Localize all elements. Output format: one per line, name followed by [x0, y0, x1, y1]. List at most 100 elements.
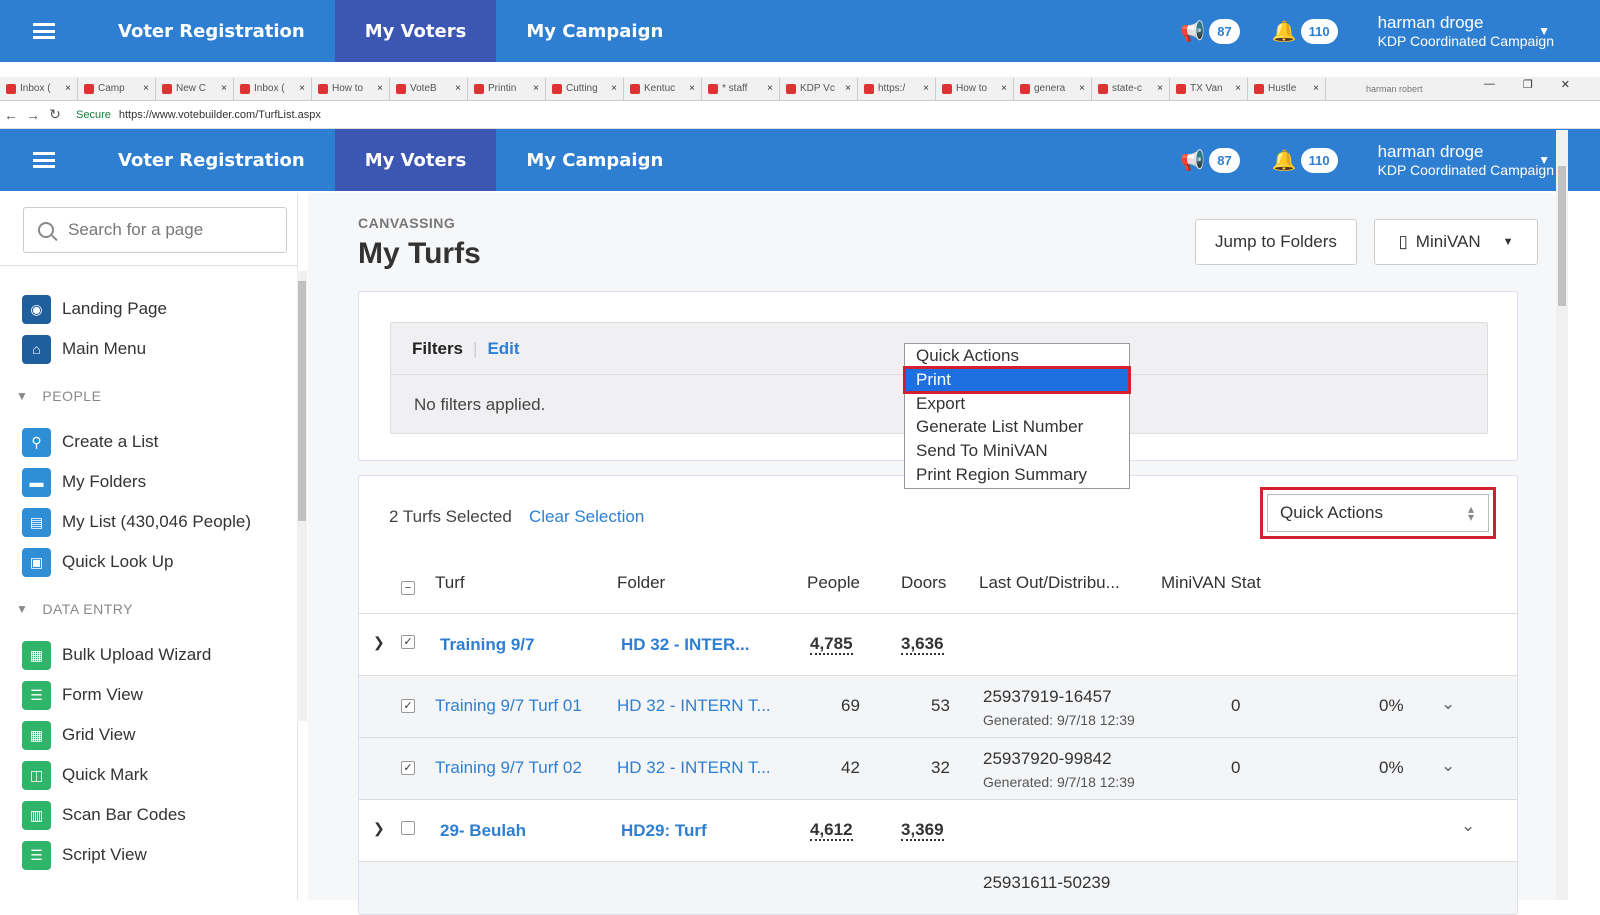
edit-filters-link[interactable]: Edit: [487, 338, 520, 358]
browser-tab[interactable]: KDP Vc ×: [780, 77, 858, 100]
back-icon[interactable]: ←: [4, 106, 18, 123]
announcements-button[interactable]: 📢 87: [1180, 147, 1240, 173]
browser-tab[interactable]: Camp ×: [78, 77, 156, 100]
forward-icon[interactable]: →: [26, 106, 40, 123]
minivan-button[interactable]: ▯ MiniVAN ▼: [1374, 219, 1538, 265]
nav-my-voters[interactable]: My Voters: [334, 0, 497, 62]
turf-link[interactable]: Training 9/7: [440, 635, 535, 654]
url-field[interactable]: https://www.votebuilder.com/TurfList.asp…: [118, 108, 321, 121]
close-tab-icon[interactable]: ×: [143, 83, 149, 94]
chevron-down-icon[interactable]: ⌄: [1461, 816, 1476, 835]
chevron-down-icon[interactable]: ⌄: [1441, 694, 1456, 713]
nav-my-campaign[interactable]: My Campaign: [526, 149, 664, 171]
chevron-down-icon[interactable]: ❯: [373, 634, 385, 650]
notifications-button[interactable]: 🔔 110: [1272, 147, 1338, 173]
col-minivan[interactable]: MiniVAN Stat: [1161, 573, 1261, 592]
close-tab-icon[interactable]: ×: [845, 83, 851, 94]
sidebar-item-quick-mark[interactable]: ◫ Quick Mark: [0, 755, 290, 795]
close-tab-icon[interactable]: ×: [221, 83, 227, 94]
row-checkbox[interactable]: ✓: [401, 635, 415, 649]
chevron-down-icon[interactable]: ❯: [373, 820, 385, 836]
sidebar-item-create-list[interactable]: ⚲ Create a List: [0, 422, 290, 462]
browser-tab[interactable]: genera ×: [1014, 77, 1092, 100]
browser-tab[interactable]: New C ×: [156, 77, 234, 100]
close-tab-icon[interactable]: ×: [611, 83, 617, 94]
browser-tab[interactable]: state-c ×: [1092, 77, 1170, 100]
sidebar-item-grid-view[interactable]: ▦ Grid View: [0, 715, 290, 755]
sidebar-item-bulk-upload[interactable]: ▦ Bulk Upload Wizard: [0, 635, 290, 675]
sidebar-item-form-view[interactable]: ☰ Form View: [0, 675, 290, 715]
col-doors[interactable]: Doors: [901, 573, 947, 592]
browser-tab[interactable]: * staff ×: [702, 77, 780, 100]
browser-tab[interactable]: VoteB ×: [390, 77, 468, 100]
browser-tab[interactable]: How to ×: [312, 77, 390, 100]
chevron-down-icon[interactable]: ⌄: [1441, 756, 1456, 775]
col-last-out[interactable]: Last Out/Distribu...: [979, 573, 1120, 592]
menu-icon[interactable]: [0, 23, 88, 39]
option-print-region-summary[interactable]: Print Region Summary: [916, 464, 1088, 484]
section-people-header[interactable]: ▼ PEOPLE: [16, 387, 102, 404]
close-tab-icon[interactable]: ×: [1157, 83, 1163, 94]
folder-link[interactable]: HD29: Turf: [621, 821, 707, 840]
close-tab-icon[interactable]: ×: [1079, 83, 1085, 94]
close-tab-icon[interactable]: ×: [923, 83, 929, 94]
clear-selection-link[interactable]: Clear Selection: [529, 507, 645, 526]
user-caret-icon[interactable]: ▼: [1538, 24, 1550, 38]
browser-tab[interactable]: Cutting ×: [546, 77, 624, 100]
option-generate-list-number[interactable]: Generate List Number: [916, 417, 1084, 437]
close-tab-icon[interactable]: ×: [767, 83, 773, 94]
sidebar-item-scan-bar-codes[interactable]: ▥ Scan Bar Codes: [0, 795, 290, 835]
row-checkbox[interactable]: ✓: [401, 699, 415, 713]
menu-icon[interactable]: [0, 152, 88, 168]
search-input[interactable]: Search for a page: [23, 207, 287, 253]
folder-link[interactable]: HD 32 - INTER...: [621, 635, 750, 654]
user-menu[interactable]: harman droge KDP Coordinated Campaign: [1378, 142, 1554, 178]
row-checkbox[interactable]: [401, 821, 415, 835]
turf-link[interactable]: Training 9/7 Turf 02: [435, 758, 582, 777]
folder-link[interactable]: HD 32 - INTERN T...: [617, 758, 771, 777]
sidebar-item-my-folders[interactable]: ▬ My Folders: [0, 462, 290, 502]
select-all-checkbox[interactable]: −: [401, 581, 415, 595]
browser-tab[interactable]: Kentuc ×: [624, 77, 702, 100]
nav-voter-registration[interactable]: Voter Registration: [118, 149, 305, 171]
quick-actions-select[interactable]: Quick Actions ▴ ▾: [1260, 487, 1496, 539]
browser-tab[interactable]: Printin ×: [468, 77, 546, 100]
folder-link[interactable]: HD 32 - INTERN T...: [617, 696, 771, 715]
jump-to-folders-button[interactable]: Jump to Folders: [1195, 219, 1357, 265]
option-export[interactable]: Export: [916, 393, 966, 413]
close-tab-icon[interactable]: ×: [65, 83, 71, 94]
sidebar-item-my-list[interactable]: ▤ My List (430,046 People): [0, 502, 290, 542]
nav-my-voters[interactable]: My Voters: [334, 129, 497, 191]
turf-link[interactable]: Training 9/7 Turf 01: [435, 696, 582, 715]
sidebar-item-main-menu[interactable]: ⌂ Main Menu: [0, 329, 290, 369]
option-print[interactable]: Print: [903, 365, 1131, 394]
close-tab-icon[interactable]: ×: [533, 83, 539, 94]
sidebar-item-landing-page[interactable]: ◉ Landing Page: [0, 289, 290, 329]
section-data-entry-header[interactable]: ▼ DATA ENTRY: [16, 600, 133, 617]
col-turf[interactable]: Turf: [435, 573, 465, 592]
turf-link[interactable]: 29- Beulah: [440, 821, 526, 840]
window-controls[interactable]: — ❐ ✕: [1484, 78, 1570, 91]
option-quick-actions[interactable]: Quick Actions: [916, 346, 1019, 365]
nav-voter-registration[interactable]: Voter Registration: [118, 20, 305, 42]
col-folder[interactable]: Folder: [617, 573, 666, 592]
close-tab-icon[interactable]: ×: [299, 83, 305, 94]
profile-name[interactable]: harman robert: [1366, 83, 1423, 94]
browser-tab[interactable]: TX Van ×: [1170, 77, 1248, 100]
close-tab-icon[interactable]: ×: [689, 83, 695, 94]
reload-icon[interactable]: ↻: [49, 106, 61, 122]
user-menu[interactable]: harman droge KDP Coordinated Campaign: [1378, 13, 1554, 49]
browser-tab[interactable]: Inbox (×: [0, 77, 78, 100]
sidebar-scrollbar[interactable]: [297, 271, 307, 721]
close-tab-icon[interactable]: ×: [1001, 83, 1007, 94]
option-send-to-minivan[interactable]: Send To MiniVAN: [916, 441, 1048, 461]
sidebar-item-quick-look-up[interactable]: ▣ Quick Look Up: [0, 542, 290, 582]
close-tab-icon[interactable]: ×: [1235, 83, 1241, 94]
page-scrollbar[interactable]: [1556, 130, 1568, 900]
browser-tab[interactable]: Inbox (×: [234, 77, 312, 100]
user-caret-icon[interactable]: ▼: [1538, 153, 1550, 167]
col-people[interactable]: People: [807, 573, 860, 592]
close-tab-icon[interactable]: ×: [377, 83, 383, 94]
notifications-button[interactable]: 🔔 110: [1272, 18, 1338, 44]
sidebar-item-script-view[interactable]: ☰ Script View: [0, 835, 290, 875]
